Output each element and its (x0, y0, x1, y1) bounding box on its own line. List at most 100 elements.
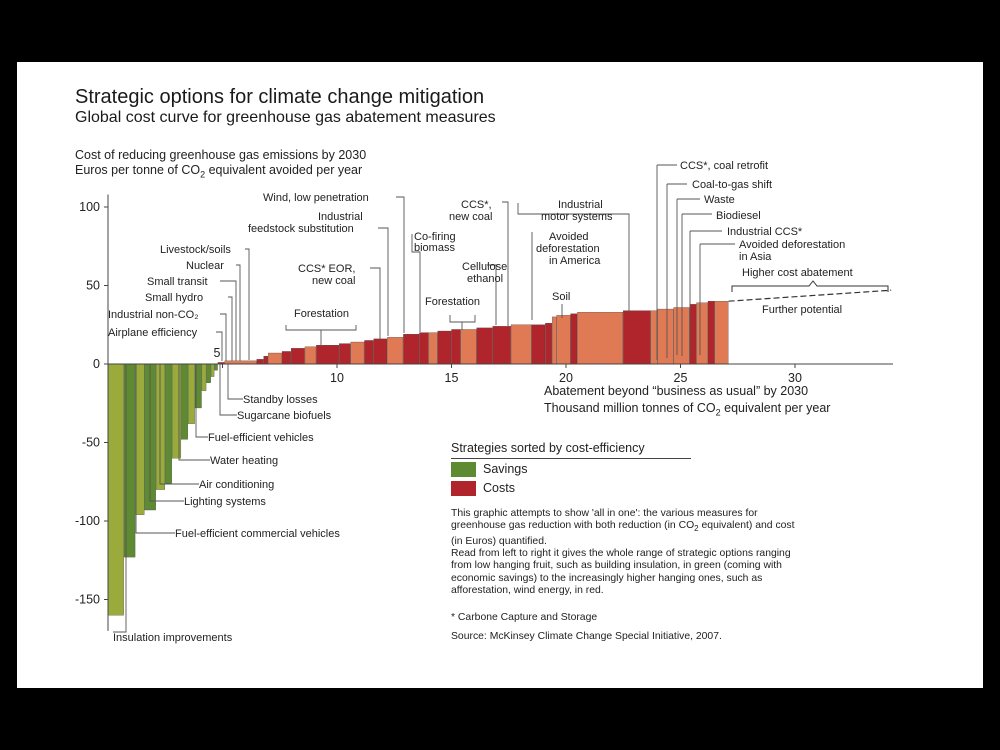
label-21: biomass (414, 242, 455, 254)
leader-9 (220, 313, 227, 361)
label-19: Wind, low penetration (263, 192, 369, 204)
bar-30 (428, 332, 438, 365)
bar-37 (531, 324, 546, 365)
bar-26 (373, 338, 388, 365)
label-3: Air conditioning (199, 479, 274, 491)
label-28: motor systems (541, 211, 613, 223)
bar-10 (201, 363, 207, 391)
x-tick-label-5: 5 (214, 346, 221, 360)
leader-13 (245, 248, 250, 360)
bar-29 (419, 332, 429, 365)
leader-12 (236, 264, 241, 361)
bar-28 (403, 334, 420, 365)
bar-43 (623, 310, 651, 365)
bar-2 (135, 363, 145, 515)
leader-5 (195, 364, 208, 438)
bar-4 (155, 363, 165, 490)
bar-47 (689, 304, 697, 365)
bar-42 (577, 312, 624, 365)
leader-14 (285, 325, 357, 331)
label-0: Insulation improvements (113, 632, 233, 644)
bar-46 (673, 307, 690, 365)
bar-40 (556, 315, 571, 365)
legend-title: Strategies sorted by cost-efficiency (451, 441, 645, 455)
bar-8 (187, 363, 195, 424)
label-31: in America (549, 255, 601, 267)
bar-7 (181, 363, 188, 440)
bar-0 (107, 363, 124, 616)
bar-23 (339, 343, 351, 365)
x-tick-label-15: 15 (445, 371, 459, 385)
leader-11 (220, 280, 237, 361)
label-10: Small hydro (145, 292, 203, 304)
bar-17 (263, 355, 269, 365)
label-23: new coal (449, 211, 492, 223)
legend-swatch-savings (451, 462, 476, 477)
bar-36 (510, 324, 532, 365)
leader-25 (487, 264, 497, 325)
bar-6 (171, 363, 182, 459)
leader-6 (219, 364, 237, 416)
label-32: Soil (552, 291, 570, 303)
legend-divider (451, 458, 691, 459)
bar-13 (214, 363, 218, 371)
y-tick-label-100: 100 (79, 200, 100, 214)
label-34: Coal-to-gas shift (692, 179, 772, 191)
label-41: Further potential (762, 304, 842, 316)
label-26: ethanol (467, 273, 503, 285)
leader-4 (178, 364, 210, 461)
label-1: Fuel-efficient commercial vehicles (175, 528, 340, 540)
leader-1 (135, 364, 175, 534)
label-37: Industrial CCS* (727, 226, 803, 238)
x-axis-label-line1: Abatement beyond “business as usual” by … (544, 384, 809, 398)
bar-48 (696, 302, 708, 365)
bar-16 (256, 359, 264, 365)
label-12: Nuclear (186, 260, 224, 272)
leader-3 (159, 364, 199, 485)
label-22: CCS*, (461, 199, 492, 211)
bar-5 (165, 363, 172, 484)
label-38: Avoided deforestation (739, 239, 845, 251)
bar-50 (714, 301, 729, 365)
label-8: Airplane efficiency (108, 327, 198, 339)
bar-18 (268, 352, 282, 365)
chart-title: Strategic options for climate change mit… (75, 86, 485, 108)
bar-11 (206, 363, 211, 383)
chart-subtitle: Global cost curve for greenhouse gas aba… (75, 109, 496, 126)
leader-16 (370, 267, 381, 340)
label-17: Industrial (318, 211, 363, 223)
bar-21 (304, 346, 317, 365)
footnote: * Carbone Capture and Storage (451, 612, 598, 623)
leader-24 (449, 315, 476, 323)
x-axis-label-line2: Thousand million tonnes of CO2 equivalen… (544, 401, 831, 418)
label-11: Small transit (147, 276, 208, 288)
x-tick-label-30: 30 (788, 371, 802, 385)
further-potential-line (728, 289, 892, 302)
label-16: new coal (312, 275, 355, 287)
x-tick-label-25: 25 (674, 371, 688, 385)
label-5: Fuel-efficient vehicles (208, 432, 314, 444)
source-note: Source: McKinsey Climate Change Special … (451, 631, 722, 642)
leader-7 (227, 364, 243, 400)
leader-8 (216, 331, 223, 361)
legend-swatch-costs (451, 481, 476, 496)
leader-19 (396, 196, 405, 333)
label-33: CCS*, coal retrofit (680, 160, 768, 172)
label-9: Industrial non-CO₂ (108, 309, 198, 321)
bar-33 (460, 329, 477, 365)
label-13: Livestock/soils (160, 244, 231, 256)
bar-35 (492, 326, 511, 365)
label-20: Co-firing (414, 231, 456, 243)
bar-20 (291, 348, 305, 365)
legend-label-costs: Costs (483, 481, 515, 495)
label-4: Water heating (210, 455, 278, 467)
bar-12 (210, 363, 215, 377)
y-tick-label--100: -100 (75, 514, 100, 528)
higher-cost-brace (731, 280, 889, 292)
bar-31 (437, 330, 452, 365)
bar-25 (364, 340, 374, 365)
bar-34 (476, 327, 493, 365)
x-tick-label-20: 20 (559, 371, 573, 385)
bar-24 (350, 341, 365, 365)
label-35: Waste (704, 194, 735, 206)
